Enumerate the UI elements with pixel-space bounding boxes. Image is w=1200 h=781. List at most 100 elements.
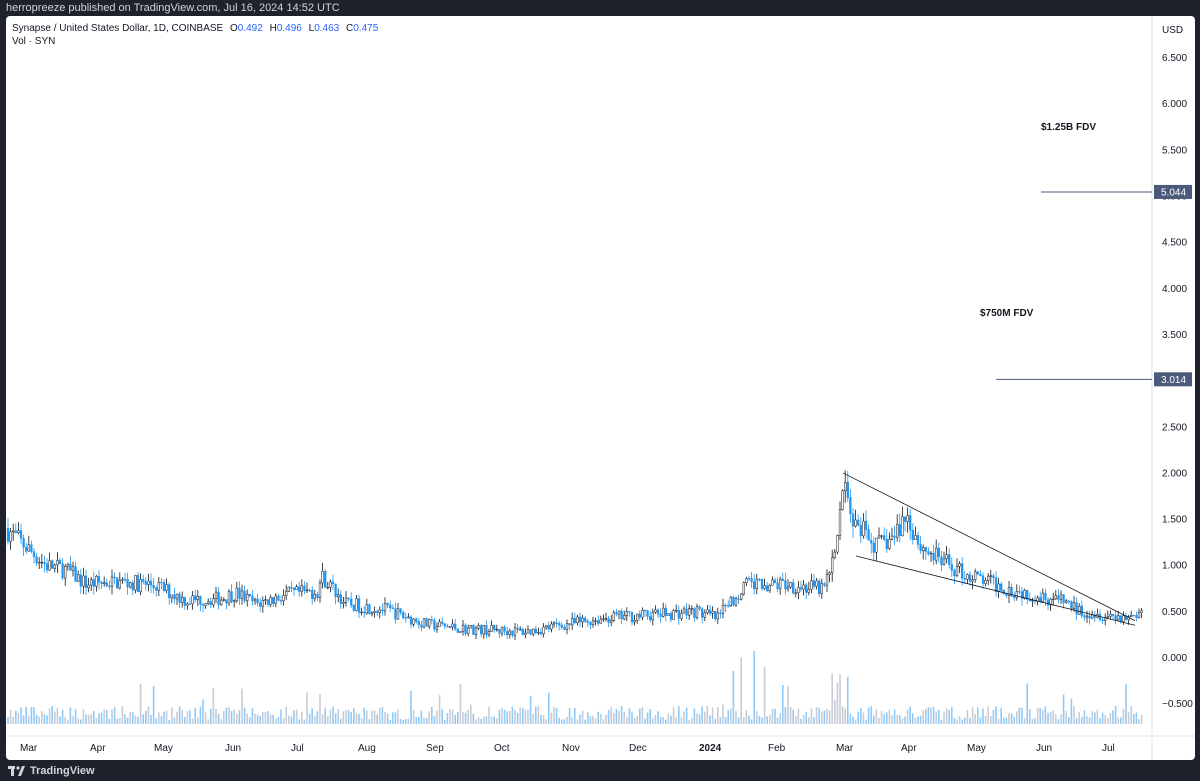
volume-bar [1008, 713, 1010, 724]
volume-bar [581, 710, 584, 724]
candle-body [963, 578, 966, 580]
candle-body [157, 581, 160, 591]
candle-body [352, 604, 355, 611]
candle-body [38, 561, 41, 564]
candle-body [664, 607, 667, 616]
close-value: 0.475 [353, 23, 379, 34]
candle-body [342, 602, 345, 604]
candle-body [942, 558, 946, 566]
candle-body [61, 563, 64, 579]
volume-bar [1016, 711, 1018, 724]
volume-bar [392, 712, 394, 724]
volume-bar [488, 706, 490, 724]
candle-body [251, 595, 254, 602]
candle-body [311, 589, 314, 599]
volume-bar [860, 708, 862, 724]
price-tick-label: 5.500 [1162, 145, 1187, 156]
candle-body [584, 617, 587, 622]
candle-body [727, 605, 730, 607]
volume-bar [103, 709, 105, 724]
candle-body [420, 624, 423, 628]
volume-bar [997, 718, 1000, 724]
open-value: 0.492 [237, 23, 263, 34]
volume-bar [116, 718, 118, 724]
candle-body [32, 551, 36, 558]
volume-bar [568, 708, 571, 724]
candle-body [100, 581, 103, 584]
price-chart[interactable]: USD6.5006.0005.5005.0004.5004.0003.5003.… [6, 16, 1195, 760]
candle-body [277, 595, 280, 601]
volume-bar [236, 713, 238, 724]
volume-bar [1023, 718, 1026, 724]
volume-bar [696, 713, 698, 724]
volume-bar [90, 714, 92, 724]
candle-body [550, 623, 553, 630]
volume-bar [1091, 711, 1093, 724]
candle-body [334, 583, 337, 598]
volume-bar [652, 718, 654, 724]
candle-body [56, 559, 59, 566]
volume-bar [740, 657, 742, 724]
volume-bar [20, 707, 22, 724]
volume-bar [295, 709, 298, 724]
candle-body [807, 589, 810, 593]
candle-body [350, 598, 353, 606]
volume-bar [1005, 717, 1008, 724]
candle-body [903, 516, 907, 522]
volume-bar [475, 719, 477, 724]
volume-bar [701, 706, 703, 724]
volume-bar [784, 707, 787, 724]
volume-bar [51, 706, 53, 724]
candle-body [607, 618, 610, 623]
candle-body [233, 600, 236, 603]
volume-bar [1083, 710, 1086, 724]
volume-bar [982, 708, 984, 724]
candle-body [911, 529, 914, 540]
price-tick-label: 4.500 [1162, 238, 1187, 249]
volume-bar [579, 714, 581, 724]
candle-body [170, 594, 173, 599]
volume-bar [576, 719, 579, 724]
volume-bar [285, 706, 287, 724]
candle-body [357, 598, 361, 613]
candle-body [376, 611, 379, 613]
candle-body [890, 535, 894, 540]
chart-pane[interactable]: USD6.5006.0005.5005.0004.5004.0003.5003.… [6, 16, 1195, 760]
candle-body [573, 617, 576, 623]
candle-body [256, 598, 259, 604]
volume-bar [779, 713, 781, 724]
volume-bar [1140, 714, 1143, 724]
volume-bar [919, 715, 922, 724]
currency-label: USD [1162, 25, 1183, 36]
volume-bar [992, 709, 995, 724]
candle-body [438, 621, 441, 627]
volume-bar [698, 714, 701, 724]
candle-body [552, 622, 556, 625]
candle-body [43, 561, 46, 564]
candle-body [428, 619, 431, 627]
candle-body [1130, 615, 1133, 617]
time-tick-label: Jul [1102, 743, 1115, 754]
candle-body [701, 608, 704, 618]
candle-body [121, 578, 124, 581]
volume-bar [769, 715, 771, 724]
volume-bar [337, 708, 339, 724]
volume-bar [233, 709, 235, 724]
candle-body [415, 618, 418, 622]
candle-body [1013, 595, 1016, 598]
candle-body [142, 579, 145, 582]
volume-bar [256, 714, 259, 724]
volume-bar [415, 717, 417, 724]
candle-body [136, 575, 140, 592]
candle-body [381, 609, 384, 612]
candle-body [695, 606, 699, 618]
price-tick-label: −0.500 [1162, 699, 1193, 710]
volume-bar [1026, 683, 1028, 724]
candle-body [1135, 615, 1138, 618]
volume-bar [607, 709, 610, 724]
volume-bar [171, 707, 173, 724]
volume-bar [628, 708, 631, 724]
volume-bar [386, 713, 389, 724]
candle-body [974, 571, 977, 580]
volume-bar [641, 707, 644, 724]
